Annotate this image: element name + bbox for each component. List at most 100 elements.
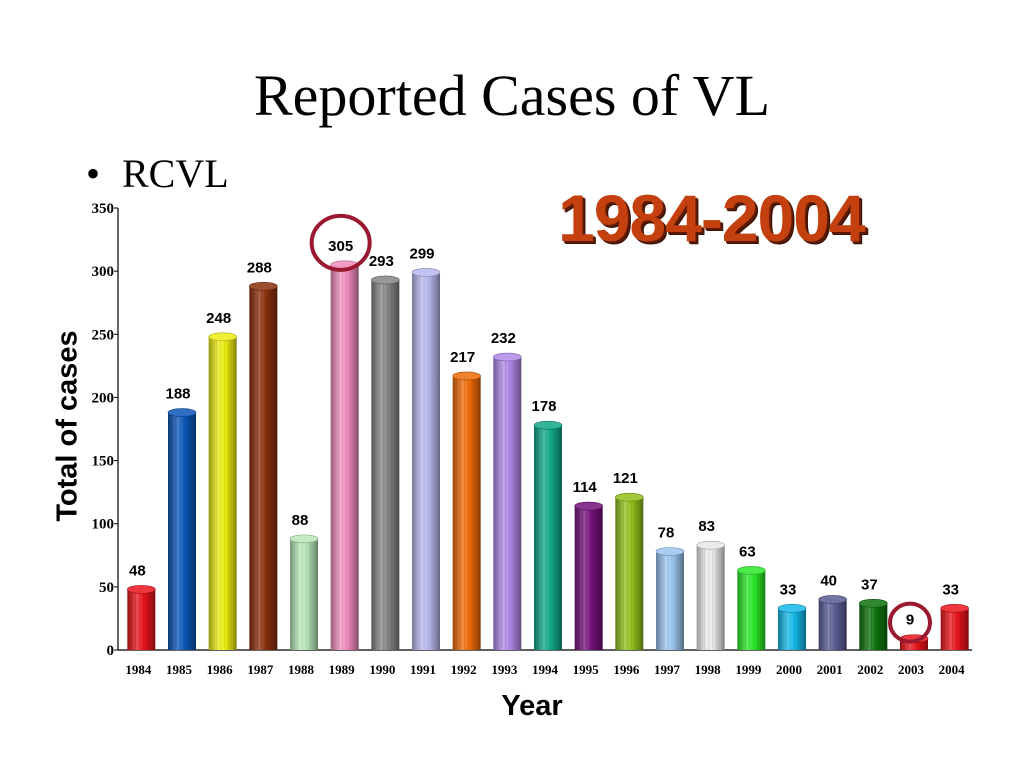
x-tick-label-1987: 1987 [247, 662, 274, 677]
x-tick-label-1984: 1984 [125, 662, 152, 677]
bar-cap [289, 534, 319, 544]
y-axis-title: Total of cases [51, 330, 84, 522]
bar-1997 [655, 547, 685, 650]
bar-1996 [615, 492, 644, 650]
value-label-2002: 37 [861, 576, 878, 593]
y-tick-label: 150 [92, 454, 115, 470]
bar-1989 [330, 260, 359, 650]
value-label-1993: 232 [491, 330, 516, 347]
x-tick-label-1998: 1998 [695, 662, 722, 677]
bar-cap [411, 268, 441, 277]
bar-1991 [411, 268, 441, 650]
value-label-1995: 114 [573, 479, 598, 496]
value-label-1986: 248 [206, 310, 231, 327]
highlight-circle-1989 [309, 213, 372, 272]
bar-1986 [208, 332, 237, 650]
value-label-1991: 299 [409, 245, 434, 262]
bar-body [574, 506, 603, 650]
bar-body [940, 608, 969, 650]
x-tick-label-1985: 1985 [166, 662, 193, 677]
x-tick-label-2003: 2003 [898, 662, 925, 677]
y-tick-label: 250 [92, 327, 115, 343]
x-tick-label-1995: 1995 [573, 662, 600, 677]
x-tick-label-1994: 1994 [532, 662, 559, 677]
bar-cap [249, 281, 278, 291]
bar-1988 [289, 534, 319, 650]
bar-1993 [493, 352, 522, 650]
bar-body [127, 589, 156, 650]
value-label-1990: 293 [369, 253, 394, 270]
value-label-1999: 63 [739, 543, 756, 560]
slide-title: Reported Cases of VL [254, 63, 770, 128]
bar-cap [777, 604, 807, 613]
bar-body [249, 286, 278, 650]
value-label-1985: 188 [165, 386, 190, 403]
bar-cap [452, 371, 481, 381]
value-label-1994: 178 [531, 398, 556, 415]
x-tick-label-1999: 1999 [735, 662, 762, 677]
bar-body [696, 545, 725, 650]
bar-body [737, 570, 766, 650]
bar-body [168, 412, 196, 650]
bar-cap [127, 585, 156, 594]
bar-body [412, 272, 440, 650]
bar-body [859, 603, 888, 650]
bar-cap [371, 275, 400, 285]
bar-body [371, 279, 400, 650]
bullet-text: RCVL [122, 151, 229, 196]
value-label-1996: 121 [613, 470, 638, 487]
bar-cap [737, 566, 766, 575]
bar-cap [859, 598, 888, 608]
bar-1987 [249, 281, 278, 650]
bar-body [452, 375, 481, 650]
y-tick-label: 50 [99, 580, 114, 596]
x-tick-label-2001: 2001 [817, 662, 843, 677]
y-tick-label: 100 [92, 517, 115, 533]
bar-body [330, 264, 359, 650]
bar-body [615, 497, 644, 650]
bar-cap [615, 492, 644, 502]
bar-1990 [371, 275, 400, 650]
y-tick-label: 300 [92, 264, 115, 280]
bar-cap [167, 408, 197, 417]
year-range-wordart: 1984-2004 [558, 181, 866, 255]
x-tick-label-2002: 2002 [857, 662, 883, 677]
bar-body [208, 336, 237, 650]
value-label-2001: 40 [820, 572, 837, 589]
bar-body [493, 357, 522, 650]
x-tick-label-1996: 1996 [613, 662, 640, 677]
bullet-dot-icon: • [86, 151, 101, 196]
y-tick-label: 0 [107, 643, 115, 659]
bar-body [818, 599, 847, 650]
bar-2004 [940, 604, 969, 650]
value-label-2000: 33 [780, 581, 797, 598]
x-tick-label-2000: 2000 [776, 662, 802, 677]
bar-body [534, 425, 562, 650]
bar-cap [940, 604, 969, 613]
value-label-1997: 78 [658, 524, 675, 541]
bar-cap [533, 420, 563, 430]
x-tick-label-1989: 1989 [329, 662, 356, 677]
x-tick-label-1993: 1993 [491, 662, 518, 677]
bar-cap [696, 540, 725, 550]
value-label-1984: 48 [129, 562, 146, 579]
x-tick-label-2004: 2004 [939, 662, 966, 677]
x-tick-label-1990: 1990 [369, 662, 395, 677]
y-tick-label: 200 [92, 390, 115, 406]
bar-1999 [737, 566, 766, 650]
value-label-2003: 9 [906, 612, 914, 629]
value-label-1988: 88 [292, 512, 309, 529]
x-axis-title: Year [501, 690, 563, 722]
x-tick-label-1988: 1988 [288, 662, 315, 677]
bar-cap [655, 547, 685, 556]
x-tick-label-1991: 1991 [410, 662, 436, 677]
bar-1984 [127, 585, 156, 650]
bar-cap [574, 501, 603, 511]
x-tick-label-1986: 1986 [207, 662, 234, 677]
bar-2001 [818, 595, 847, 650]
y-tick-label: 350 [92, 201, 115, 217]
value-label-2004: 33 [942, 581, 959, 598]
bar-cap [818, 595, 847, 604]
bar-1994 [533, 420, 563, 650]
